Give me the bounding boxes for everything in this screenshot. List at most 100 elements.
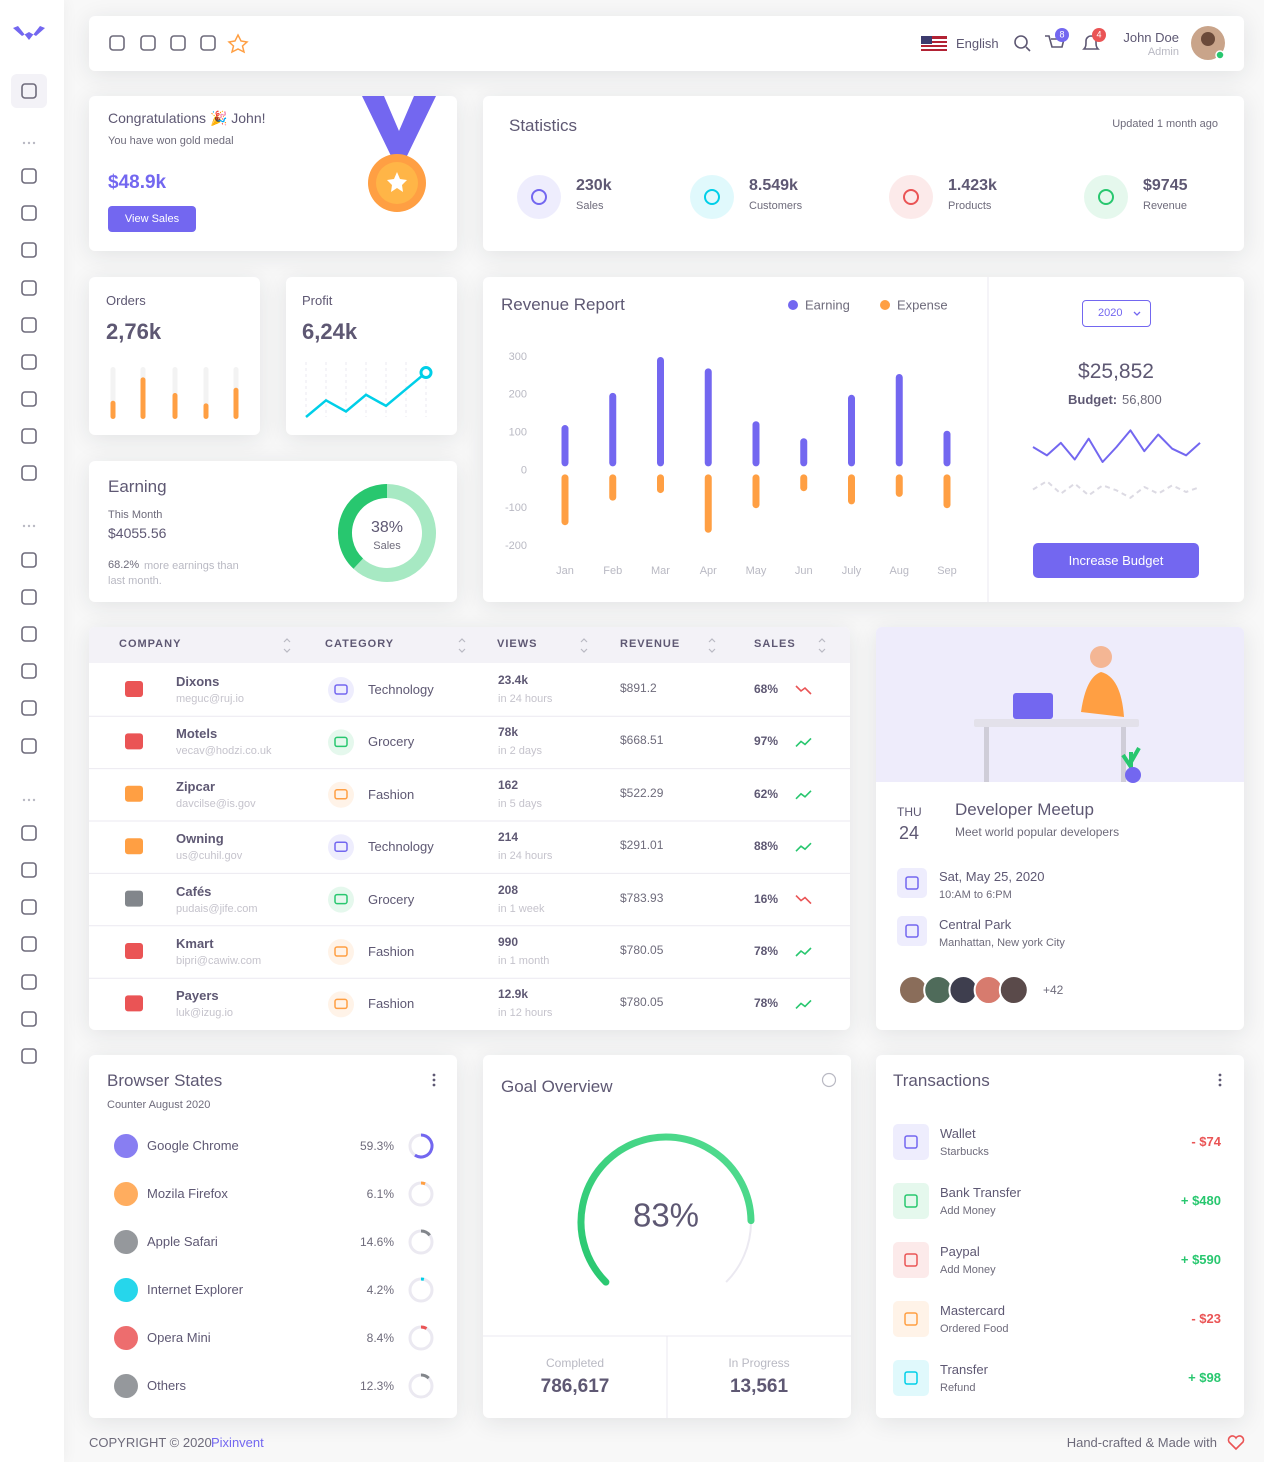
star-icon[interactable] — [227, 33, 249, 54]
year-dropdown[interactable]: 2020 — [1082, 300, 1151, 327]
budget-value: 56,800 — [1122, 392, 1162, 407]
bar — [561, 474, 569, 526]
info-icon-bg — [897, 916, 927, 946]
browser-value: 59.3% — [359, 1139, 394, 1153]
x-tick-label: Aug — [889, 565, 909, 577]
nav-icon[interactable] — [21, 552, 37, 568]
email: luk@izug.io — [176, 1007, 234, 1020]
ring-track — [408, 1373, 434, 1399]
stat-label: Customers — [749, 200, 803, 212]
ring-value — [420, 1373, 430, 1380]
sales: 78% — [754, 996, 779, 1011]
attendee-avatar[interactable] — [898, 975, 928, 1005]
nav-icon[interactable] — [21, 663, 37, 679]
column-header[interactable]: COMPANY — [119, 638, 182, 650]
revenue: $780.05 — [620, 995, 664, 1010]
user-name[interactable]: John Doe — [1123, 30, 1179, 45]
nav-icon[interactable] — [21, 354, 37, 370]
navbar: 8 4 English John Doe Admin — [89, 16, 1244, 71]
logo[interactable] — [13, 26, 45, 40]
nav-icon[interactable] — [21, 1048, 37, 1064]
nav-icon[interactable] — [21, 83, 37, 99]
menu-dot[interactable] — [432, 1083, 436, 1087]
help-icon[interactable] — [821, 1072, 837, 1088]
date: 24 — [899, 823, 920, 843]
progress-label: In Progress — [728, 1356, 790, 1370]
nav-icon[interactable] — [21, 825, 37, 841]
attendee-avatar[interactable] — [948, 975, 979, 1005]
title: Statistics — [509, 116, 578, 135]
search-icon[interactable] — [1014, 35, 1028, 49]
menu-dot[interactable] — [1218, 1078, 1222, 1082]
sales: 62% — [754, 786, 779, 801]
attendee-avatar[interactable] — [923, 975, 954, 1005]
x-tick-label: July — [842, 565, 862, 577]
company-icon — [125, 681, 143, 697]
transaction-icon-bg — [893, 1301, 929, 1337]
menu-dot[interactable] — [1218, 1073, 1222, 1077]
column-header[interactable]: REVENUE — [620, 638, 681, 650]
nav-icon[interactable] — [21, 168, 37, 184]
transaction-detail: Add Money — [940, 1264, 996, 1276]
x-tick-label: Feb — [603, 565, 622, 577]
nav-icon[interactable] — [21, 391, 37, 407]
flag-stripe — [921, 39, 947, 41]
sort-icon[interactable] — [708, 638, 716, 653]
bookmark-icon[interactable] — [109, 35, 125, 51]
language[interactable]: English — [956, 36, 999, 51]
nav-icon[interactable] — [21, 280, 37, 296]
period: This Month — [108, 509, 163, 521]
nav-icon[interactable] — [21, 317, 37, 333]
views: 208 — [498, 882, 519, 897]
sort-icon[interactable] — [580, 638, 588, 653]
column-header[interactable]: VIEWS — [497, 638, 538, 650]
nav-icon[interactable] — [21, 738, 37, 754]
menu-dot[interactable] — [432, 1078, 436, 1082]
browser-icon — [114, 1134, 138, 1158]
sort-icon[interactable] — [458, 638, 466, 653]
nav-icon[interactable] — [21, 899, 37, 915]
flag-canton — [921, 36, 932, 44]
brand[interactable]: Pixinvent — [211, 1435, 264, 1450]
bar — [657, 357, 664, 467]
attendee-avatar[interactable] — [973, 975, 1004, 1005]
view-sales-button[interactable]: View Sales — [108, 206, 196, 232]
stat-icon — [704, 189, 720, 205]
sort-icon[interactable] — [283, 638, 291, 653]
company-icon — [125, 838, 143, 855]
bookmark-icon[interactable] — [140, 35, 156, 51]
meetup-graphics — [876, 627, 1244, 1005]
revenue: $891.2 — [620, 681, 657, 695]
subtitle: Counter August 2020 — [107, 1099, 211, 1111]
nav-icon[interactable] — [21, 428, 37, 444]
column-header[interactable]: CATEGORY — [325, 638, 395, 650]
menu-dot[interactable] — [432, 1073, 436, 1077]
nav-icon[interactable] — [21, 465, 37, 481]
menu-dot[interactable] — [1218, 1083, 1222, 1087]
bookmark-icon[interactable] — [170, 35, 186, 51]
increase-budget-button[interactable]: Increase Budget — [1033, 543, 1199, 578]
column-header[interactable]: SALES — [754, 638, 796, 650]
attendee-avatar[interactable] — [998, 975, 1029, 1005]
event-address: Manhattan, New york City — [939, 937, 1065, 949]
bookmark-icon[interactable] — [200, 35, 216, 51]
nav-icon[interactable] — [21, 242, 37, 258]
nav-icon[interactable] — [21, 589, 37, 605]
sort-icon[interactable] — [818, 638, 826, 653]
title: Orders — [106, 293, 146, 308]
nav-icon[interactable] — [21, 974, 37, 990]
note: more earnings than last month. — [108, 560, 239, 587]
trend-down — [795, 895, 812, 905]
nav-icon[interactable] — [21, 862, 37, 878]
category-icon — [334, 946, 348, 957]
nav-icon[interactable] — [21, 626, 37, 642]
nav-icon[interactable] — [21, 700, 37, 716]
browser-name: Opera Mini — [147, 1330, 211, 1345]
nav-icon[interactable] — [21, 1011, 37, 1027]
person-head — [1090, 646, 1112, 668]
nav-icon[interactable] — [21, 936, 37, 952]
revenue: $522.29 — [620, 785, 664, 800]
nav-icon[interactable] — [21, 205, 37, 221]
period: in 24 hours — [498, 693, 553, 705]
bell-icon[interactable] — [1082, 35, 1100, 50]
